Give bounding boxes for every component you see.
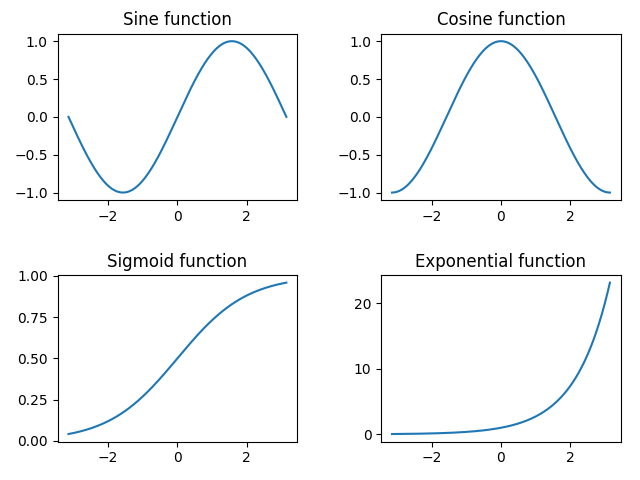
Title: Exponential function: Exponential function <box>415 253 586 271</box>
Title: Sine function: Sine function <box>123 11 232 29</box>
Title: Sigmoid function: Sigmoid function <box>108 253 248 271</box>
Title: Cosine function: Cosine function <box>436 11 565 29</box>
